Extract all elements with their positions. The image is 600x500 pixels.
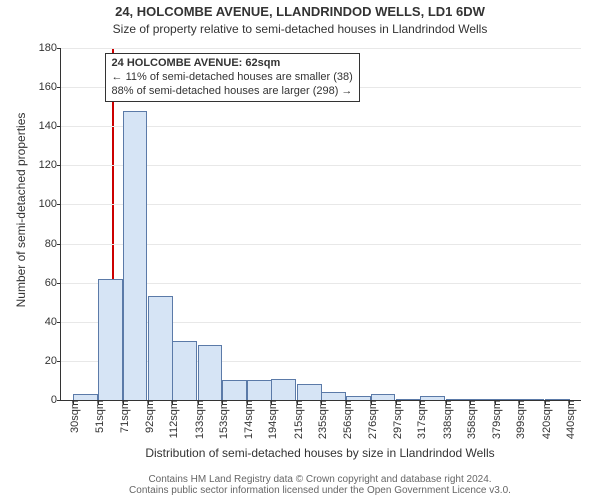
info-line-3: 88% of semi-detached houses are larger (…: [112, 85, 353, 97]
x-tick-label: 174sqm: [239, 400, 255, 439]
x-tick-label: 338sqm: [438, 400, 454, 439]
y-tick-label: 60: [45, 277, 61, 289]
y-axis-label: Number of semi-detached properties: [14, 60, 28, 360]
x-tick-label: 440sqm: [561, 400, 577, 439]
chart-subtitle: Size of property relative to semi-detach…: [0, 22, 600, 36]
info-box: 24 HOLCOMBE AVENUE: 62sqm ← 11% of semi-…: [105, 53, 360, 102]
y-tick-label: 140: [39, 120, 61, 132]
y-tick-label: 0: [51, 394, 61, 406]
y-tick-label: 20: [45, 355, 61, 367]
footer: Contains HM Land Registry data © Crown c…: [60, 474, 580, 496]
chart-title: 24, HOLCOMBE AVENUE, LLANDRINDOD WELLS, …: [0, 4, 600, 19]
x-tick-label: 51sqm: [90, 400, 106, 433]
histogram-bar: [148, 296, 173, 400]
x-tick-label: 317sqm: [412, 400, 428, 439]
histogram-bar: [247, 380, 272, 400]
y-tick-label: 100: [39, 198, 61, 210]
x-tick-label: 112sqm: [164, 400, 180, 438]
y-tick-label: 120: [39, 159, 61, 171]
histogram-bar: [123, 111, 148, 400]
y-tick-label: 80: [45, 238, 61, 250]
x-axis-label: Distribution of semi-detached houses by …: [60, 446, 580, 460]
histogram-bar: [198, 345, 223, 400]
y-tick-label: 160: [39, 81, 61, 93]
grid-line: [61, 48, 581, 49]
x-tick-label: 133sqm: [190, 400, 206, 439]
info-line-2: ← 11% of semi-detached houses are smalle…: [112, 71, 353, 83]
plot-area: 02040608010012014016018030sqm51sqm71sqm9…: [60, 48, 581, 401]
histogram-bar: [98, 279, 123, 400]
x-tick-label: 194sqm: [263, 400, 279, 439]
x-tick-label: 71sqm: [115, 400, 131, 433]
x-tick-label: 297sqm: [388, 400, 404, 439]
histogram-bar: [172, 341, 197, 400]
x-tick-label: 379sqm: [487, 400, 503, 439]
footer-line-2: Contains public sector information licen…: [60, 485, 580, 496]
x-tick-label: 420sqm: [537, 400, 553, 439]
histogram-bar: [297, 384, 322, 400]
x-tick-label: 215sqm: [289, 400, 305, 439]
x-tick-label: 235sqm: [313, 400, 329, 439]
y-tick-label: 40: [45, 316, 61, 328]
histogram-bar: [222, 380, 247, 400]
x-tick-label: 30sqm: [65, 400, 81, 433]
histogram-bar: [321, 392, 346, 400]
x-tick-label: 92sqm: [140, 400, 156, 433]
x-tick-label: 153sqm: [214, 400, 230, 439]
info-line-1: 24 HOLCOMBE AVENUE: 62sqm: [112, 57, 281, 69]
x-tick-label: 276sqm: [363, 400, 379, 439]
histogram-bar: [271, 379, 296, 401]
x-tick-label: 399sqm: [511, 400, 527, 439]
x-tick-label: 256sqm: [338, 400, 354, 439]
x-tick-label: 358sqm: [462, 400, 478, 439]
footer-line-1: Contains HM Land Registry data © Crown c…: [60, 474, 580, 485]
chart-container: 24, HOLCOMBE AVENUE, LLANDRINDOD WELLS, …: [0, 0, 600, 500]
y-tick-label: 180: [39, 42, 61, 54]
